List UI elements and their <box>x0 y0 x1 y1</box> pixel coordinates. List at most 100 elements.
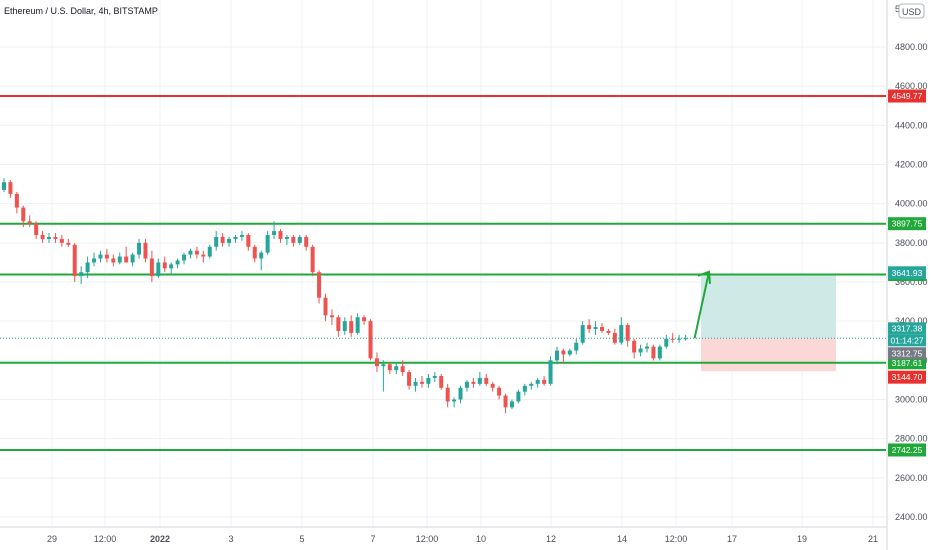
level-price-label: 2742.25 <box>892 445 923 455</box>
y-tick-label: 3400.00 <box>895 316 928 326</box>
candle-body <box>117 256 122 263</box>
candle-body <box>400 366 405 373</box>
candle-body <box>464 381 469 388</box>
candle-body <box>233 236 238 239</box>
candle-body <box>638 348 643 353</box>
candle-body <box>529 383 534 386</box>
candle-body <box>522 385 527 392</box>
x-tick-label: 17 <box>727 534 737 544</box>
candle-body <box>439 376 444 388</box>
price-tag-stop <box>888 370 926 384</box>
candle-body <box>670 338 675 340</box>
candle-body <box>53 236 58 239</box>
candle-body <box>599 327 604 331</box>
candle-body <box>458 387 463 400</box>
candle-body <box>677 338 682 340</box>
candle-body <box>310 246 315 273</box>
candle-body <box>484 377 489 384</box>
candle-body <box>342 321 347 331</box>
currency-badge[interactable] <box>898 3 925 19</box>
candle-body <box>394 366 399 371</box>
long-position-target-zone <box>701 273 836 339</box>
candle-body <box>278 231 283 239</box>
candle-body <box>194 250 199 255</box>
candle-body <box>612 332 617 343</box>
price-tag-label-target: 3641.93 <box>892 268 923 278</box>
candle-body <box>201 254 206 257</box>
candle-body <box>304 236 309 247</box>
candle-body <box>214 236 219 247</box>
price-tag-label-countdown: 01:14:27 <box>890 335 923 345</box>
candle-body <box>284 236 289 239</box>
price-tag-label-current: 3312.75 <box>892 348 923 358</box>
candle-body <box>66 242 71 245</box>
candle-body <box>297 236 302 243</box>
candle-body <box>580 325 585 343</box>
price-tag-current <box>888 347 926 360</box>
candle-body <box>265 235 270 253</box>
candle-body <box>291 236 296 243</box>
candle-body <box>220 236 225 243</box>
candle-body <box>2 182 6 190</box>
candle-body <box>381 364 386 367</box>
candle-body <box>362 317 367 322</box>
projection-arrow-head <box>697 270 711 284</box>
y-tick-label: 2400.00 <box>895 512 928 522</box>
candle-body <box>182 254 187 261</box>
y-tick-label: 4400.00 <box>895 120 928 130</box>
candle-body <box>503 395 508 408</box>
y-tick-label: 3000.00 <box>895 395 928 405</box>
x-tick-label: 14 <box>617 534 627 544</box>
candle-body <box>497 387 502 396</box>
candle-body <box>252 246 257 259</box>
candle-body <box>130 254 135 263</box>
candle-body <box>619 325 624 343</box>
x-tick-label: 3 <box>228 534 233 544</box>
candle-body <box>124 256 129 263</box>
y-tick-label: 4000.00 <box>895 199 928 209</box>
candle-body <box>374 358 379 367</box>
candle-body <box>272 231 277 235</box>
candle-body <box>246 235 251 247</box>
chart-title: Ethereum / U.S. Dollar, 4h, BITSTAMP <box>4 6 158 16</box>
candle-body <box>336 317 341 331</box>
candle-body <box>104 254 109 259</box>
candle-body <box>561 350 566 355</box>
candle-body <box>683 338 688 340</box>
candle-body <box>175 260 180 265</box>
candle-body <box>490 383 495 388</box>
candle-body <box>407 372 412 386</box>
candle-body <box>567 350 572 355</box>
y-tick-label: 4200.00 <box>895 160 928 170</box>
projection-arrow-shaft <box>693 271 710 339</box>
candle-body <box>664 338 669 347</box>
candle-body <box>207 246 212 257</box>
candle-body <box>323 297 328 316</box>
candle-body <box>98 254 103 259</box>
candle-body <box>452 399 457 402</box>
candle-body <box>111 258 116 263</box>
price-tag-countdown <box>888 334 926 347</box>
y-tick-label: 2600.00 <box>895 473 928 483</box>
candle-body <box>47 236 52 239</box>
level-price-tag <box>888 89 926 103</box>
price-tag-label-stop: 3144.70 <box>892 372 923 382</box>
candle-body <box>542 379 547 384</box>
candle-body <box>432 376 437 378</box>
candle-body <box>72 244 77 277</box>
candle-body <box>574 342 579 351</box>
price-tag-target <box>888 266 926 280</box>
candle-body <box>92 258 97 263</box>
candle-body <box>548 360 553 384</box>
level-price-label: 3897.75 <box>892 219 923 229</box>
candle-body <box>137 242 142 255</box>
candle-body <box>40 235 45 239</box>
candle-body <box>419 381 424 384</box>
level-price-tag <box>888 217 926 231</box>
long-position-stop-zone <box>701 338 836 372</box>
currency-badge-label: USD <box>902 7 922 17</box>
level-price-label: 4549.77 <box>892 91 923 101</box>
candle-body <box>349 321 354 333</box>
